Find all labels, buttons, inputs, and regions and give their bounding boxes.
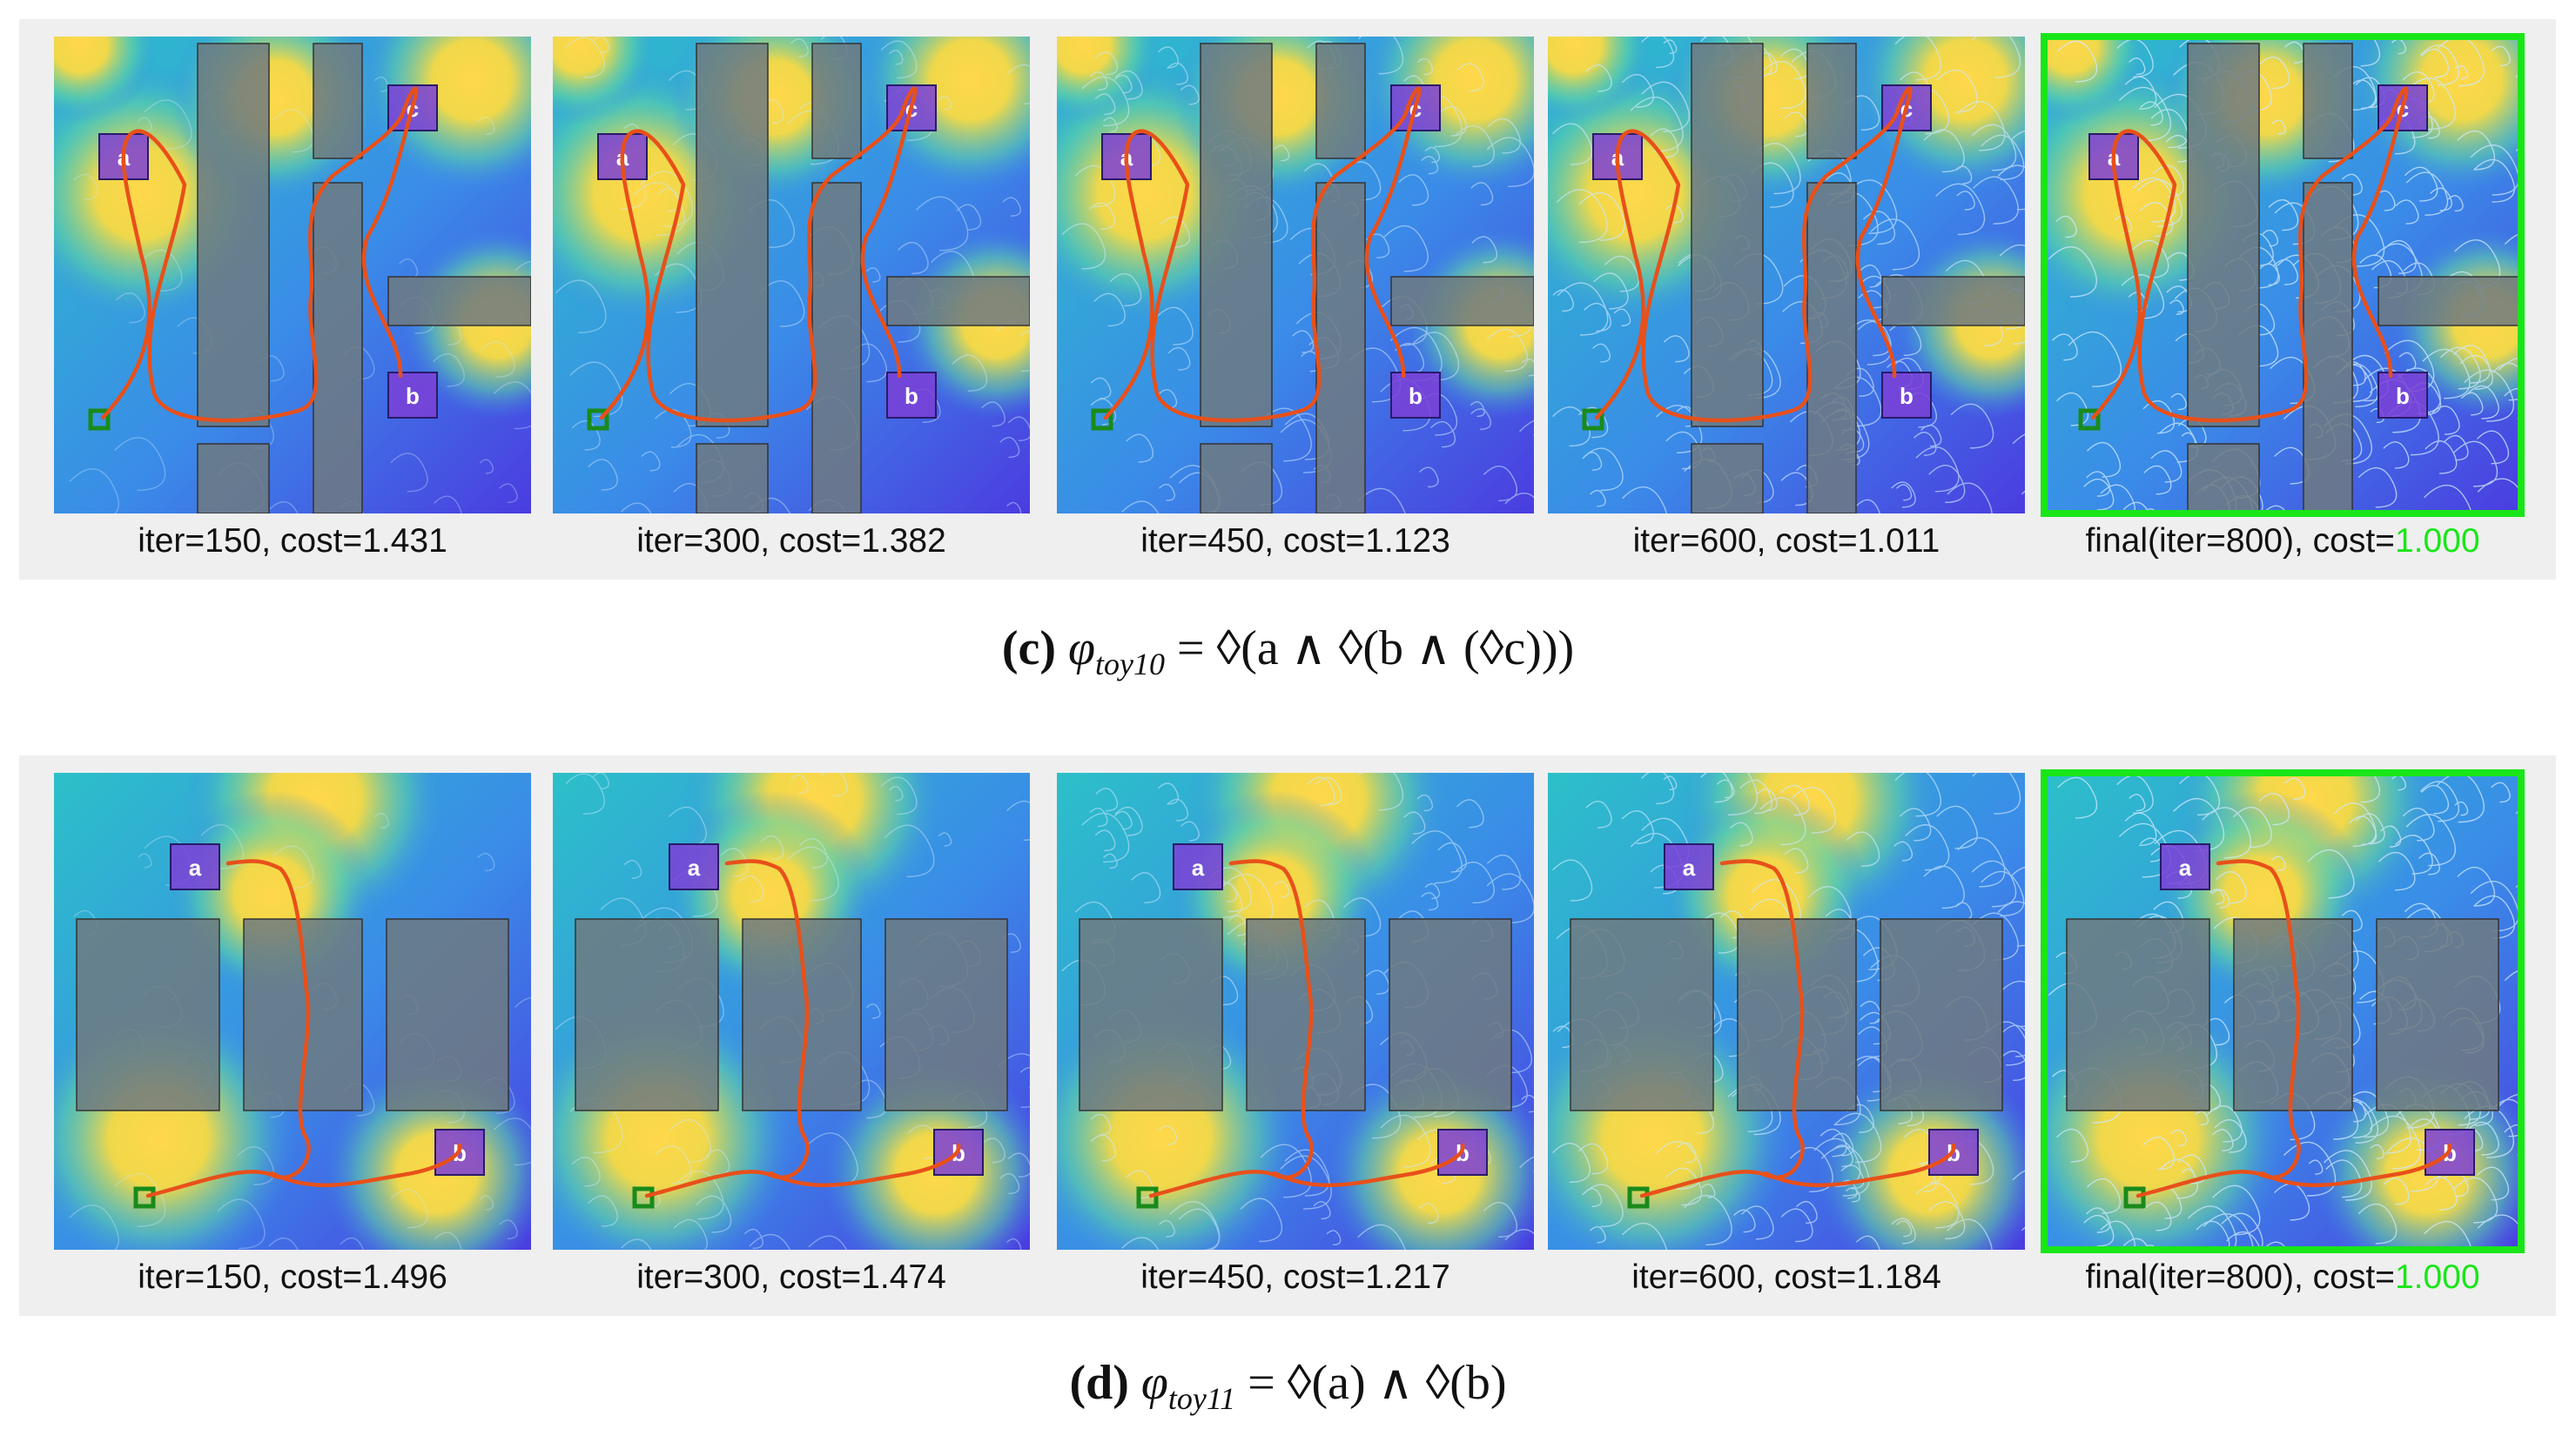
svg-text:b: b (905, 383, 918, 409)
region-a: a (170, 843, 220, 890)
figure-d-label-5: final(iter=800), cost=1.000 (2085, 1258, 2480, 1296)
region-b: b (1437, 1129, 1488, 1176)
figure-d-label-4: iter=600, cost=1.184 (1631, 1258, 1941, 1296)
svg-text:b: b (406, 383, 420, 409)
svg-text:b: b (1900, 383, 1914, 409)
figure-c-label-5: final(iter=800), cost=1.000 (2085, 522, 2480, 560)
region-a: a (669, 843, 719, 890)
figure-c-label-3: iter=450, cost=1.123 (1140, 522, 1450, 560)
planner-plot: abc (54, 37, 531, 513)
region-b: b (2378, 372, 2428, 419)
region-a: a (1173, 843, 1223, 890)
figure-c-label-2: iter=300, cost=1.382 (636, 522, 946, 560)
svg-text:b: b (1409, 383, 1423, 409)
region-b: b (387, 372, 438, 419)
planner-plot: ab (54, 773, 531, 1250)
figure-c-label-1: iter=150, cost=1.431 (138, 522, 447, 560)
figure-d-label-3: iter=450, cost=1.217 (1140, 1258, 1450, 1296)
figure-c-caption: (c) φtoy10 = ◊(a ∧ ◊(b ∧ (◊c))) (1001, 621, 1575, 682)
region-b: b (886, 372, 937, 419)
planner-plot: ab (1057, 773, 1534, 1250)
figure-d-caption: (d) φtoy11 = ◊(a) ∧ ◊(b) (1069, 1356, 1507, 1417)
figure-d-label-1: iter=150, cost=1.496 (138, 1258, 447, 1296)
region-b: b (1390, 372, 1441, 419)
planner-plot: ab (1548, 773, 2025, 1250)
svg-text:a: a (2179, 855, 2192, 881)
planner-plot: abc (553, 37, 1030, 513)
region-b: b (1881, 372, 1932, 419)
region-a: a (1664, 843, 1714, 890)
planner-plot: ab (2044, 773, 2521, 1250)
svg-text:a: a (189, 855, 202, 881)
region-a: a (2160, 843, 2210, 890)
region-b: b (434, 1129, 485, 1176)
planner-plot: abc (1057, 37, 1534, 513)
figure-d-label-2: iter=300, cost=1.474 (636, 1258, 946, 1296)
figure-c-label-4: iter=600, cost=1.011 (1632, 522, 1940, 560)
svg-text:b: b (2396, 383, 2410, 409)
svg-text:a: a (1192, 855, 1205, 881)
planner-plot: abc (1548, 37, 2025, 513)
planner-plot: abc (2044, 37, 2521, 513)
svg-text:a: a (1683, 855, 1696, 881)
planner-plot: ab (553, 773, 1030, 1250)
svg-text:a: a (688, 855, 701, 881)
